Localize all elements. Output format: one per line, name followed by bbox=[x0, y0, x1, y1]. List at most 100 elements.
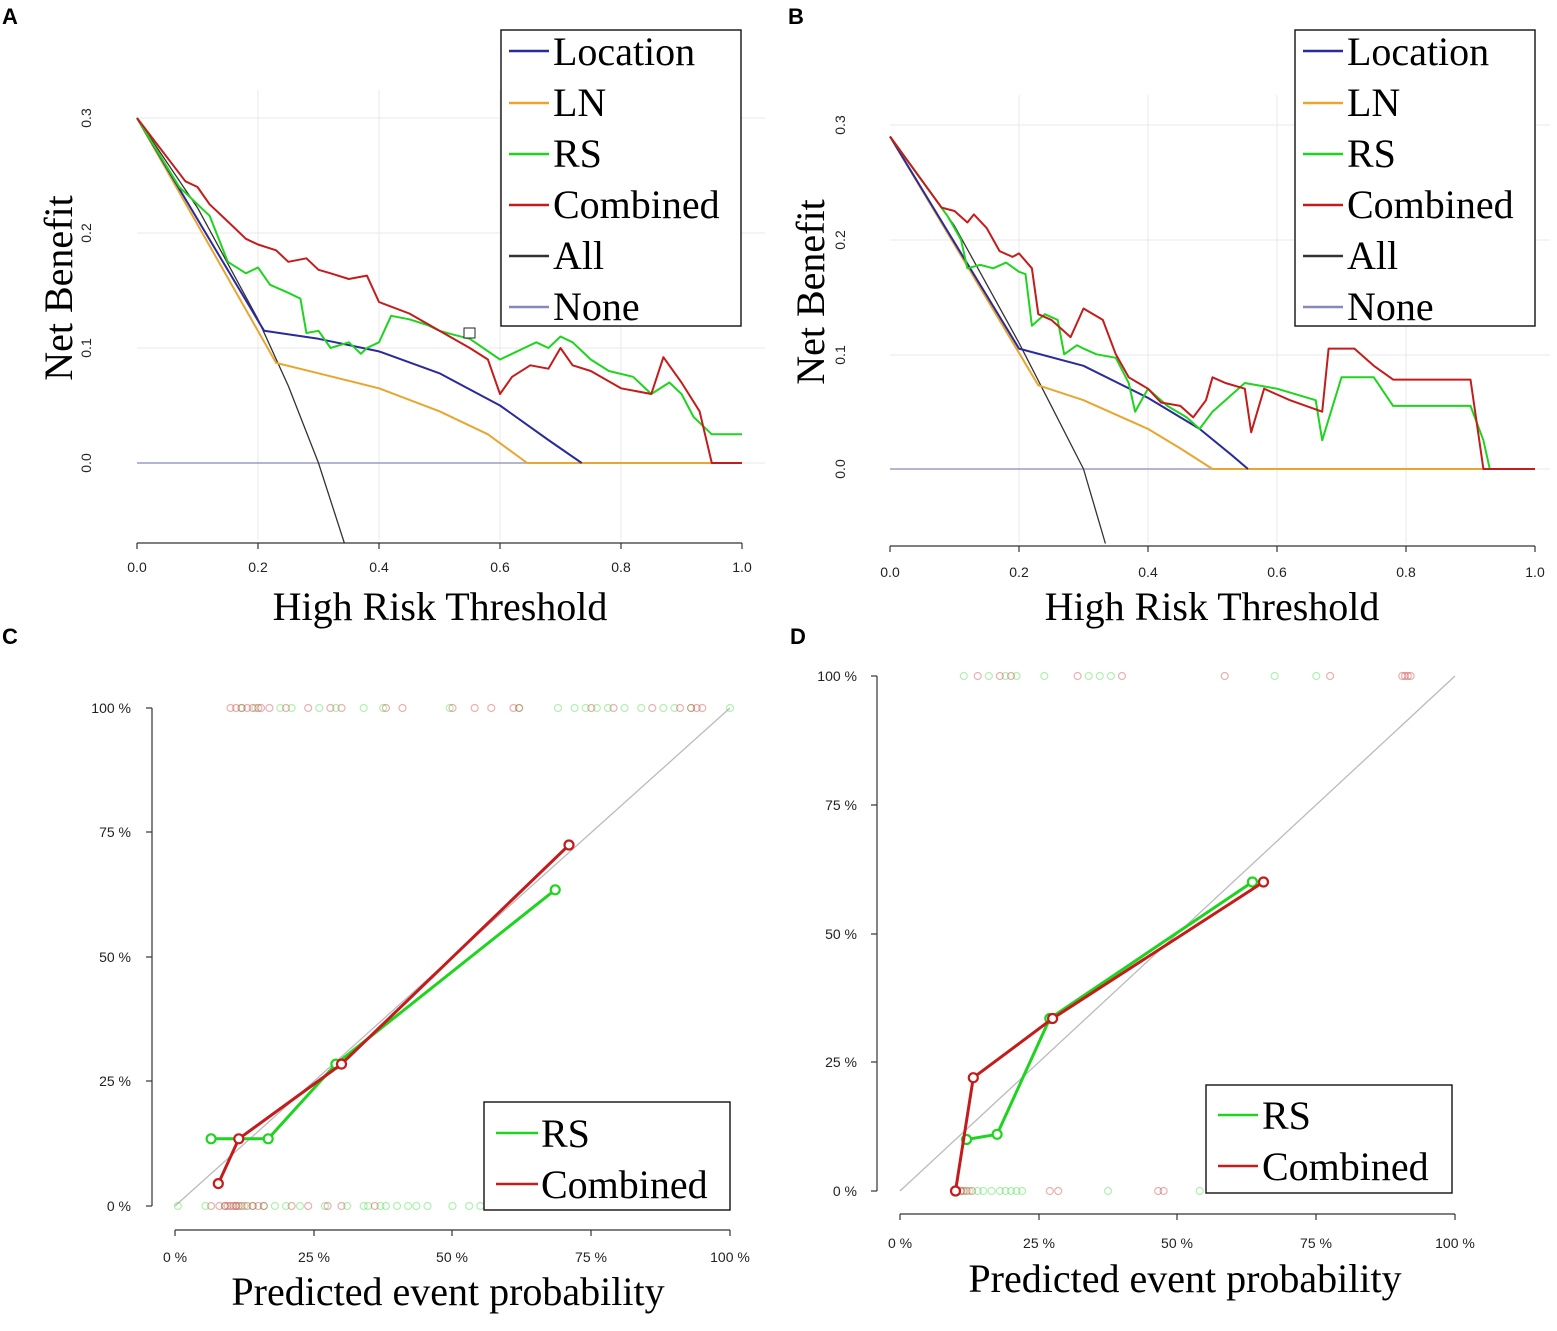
legend-label-all: All bbox=[1347, 233, 1398, 278]
panel-d-legend: RS Combined bbox=[1205, 1084, 1453, 1194]
y-tick-label: 0 % bbox=[833, 1183, 857, 1199]
x-tick-label: 1.0 bbox=[732, 559, 752, 575]
rug-point-combined bbox=[1045, 1186, 1054, 1196]
rug-point-combined bbox=[232, 1201, 241, 1211]
y-tick-label: 75 % bbox=[99, 824, 131, 840]
rug-point-rs bbox=[412, 1201, 421, 1211]
rug-point-rs bbox=[959, 671, 968, 681]
legend-label-rs: RS bbox=[541, 1111, 590, 1156]
rug-point-rs bbox=[248, 1201, 257, 1211]
series-line-rs bbox=[966, 880, 1254, 1141]
x-tick-label: 50 % bbox=[1161, 1235, 1193, 1251]
rug-point-combined bbox=[234, 1201, 243, 1211]
y-tick-label: 0.2 bbox=[78, 223, 94, 243]
panel-c: C 0 % 25 % 50 % 75 % 100 % 0 % 25 % 50 % bbox=[2, 624, 750, 1314]
panel-letter-b: B bbox=[788, 4, 804, 29]
legend-label-combined: Combined bbox=[553, 182, 720, 227]
legend-box bbox=[1294, 29, 1536, 327]
rug-point-combined bbox=[243, 703, 252, 713]
data-point-rs bbox=[205, 1133, 217, 1145]
x-tick-label: 75 % bbox=[575, 1249, 607, 1265]
y-tick-label: 0.1 bbox=[832, 345, 848, 365]
y-tick-label: 0.3 bbox=[832, 115, 848, 135]
rug-point-rs bbox=[973, 1186, 982, 1196]
rug-point-rs bbox=[276, 703, 285, 713]
x-tick-label: 1.0 bbox=[1525, 564, 1545, 580]
rug-point-rs bbox=[1103, 1186, 1113, 1196]
rug-point-rs bbox=[987, 1186, 996, 1196]
y-tick-label: 0.3 bbox=[78, 108, 94, 128]
x-tick-label: 0.4 bbox=[369, 559, 389, 575]
series-line-location bbox=[136, 117, 583, 464]
x-tick-label: 0 % bbox=[888, 1235, 912, 1251]
rug-point-combined bbox=[1325, 671, 1335, 681]
y-tick-label: 75 % bbox=[825, 797, 857, 813]
rug-point-combined bbox=[1159, 1186, 1168, 1196]
rug-point-combined bbox=[237, 703, 246, 713]
series-line-combined bbox=[136, 117, 742, 464]
rug-point-rs bbox=[465, 1201, 474, 1211]
rug-point-rs bbox=[1040, 671, 1049, 681]
data-point-rs bbox=[262, 1133, 274, 1145]
rug-point-rs bbox=[201, 1201, 210, 1211]
rug-point-combined bbox=[381, 703, 390, 713]
rug-point-combined bbox=[281, 703, 291, 713]
x-axis-title: Predicted event probability bbox=[231, 1269, 664, 1314]
rug-point-combined bbox=[337, 703, 346, 713]
legend-label-none: None bbox=[1347, 284, 1434, 329]
rug-point-combined bbox=[398, 703, 407, 713]
rug-point-rs bbox=[359, 703, 368, 713]
panel-d-axes bbox=[871, 675, 1456, 1220]
y-tick-label: 50 % bbox=[825, 926, 857, 942]
rug-point-combined bbox=[487, 703, 496, 713]
data-point-combined bbox=[212, 1177, 224, 1190]
rug-point-combined bbox=[223, 1201, 232, 1211]
panel-b-y-tick-labels: 0.0 0.1 0.2 0.3 bbox=[832, 115, 848, 479]
series-line-combined bbox=[954, 880, 1265, 1192]
panel-a-series bbox=[136, 117, 742, 544]
rug-point-rs bbox=[1106, 671, 1116, 681]
panel-d-series bbox=[899, 671, 1456, 1197]
data-point-combined bbox=[335, 1058, 348, 1070]
y-axis-title: Net Benefit bbox=[788, 199, 833, 385]
rug-point-rs bbox=[1270, 671, 1279, 681]
rug-point-rs bbox=[553, 703, 563, 713]
rug-point-rs bbox=[232, 1201, 241, 1211]
rug-point-combined bbox=[686, 703, 696, 713]
rug-point-combined bbox=[698, 703, 707, 713]
legend-label-rs: RS bbox=[553, 131, 602, 176]
rug-point-rs bbox=[343, 1201, 352, 1211]
legend-label-location: Location bbox=[553, 29, 695, 74]
x-axis-title: High Risk Threshold bbox=[273, 584, 608, 629]
panel-d-x-tick-labels: 0 % 25 % 50 % 75 % 100 % bbox=[888, 1235, 1475, 1251]
x-tick-label: 50 % bbox=[436, 1249, 468, 1265]
rug-point-combined bbox=[243, 1201, 252, 1211]
panel-b-axes bbox=[889, 545, 1536, 552]
legend-label-ln: LN bbox=[1347, 80, 1400, 125]
y-tick-label: 50 % bbox=[99, 949, 131, 965]
rug-point-rs bbox=[1001, 671, 1010, 681]
rug-point-rs bbox=[984, 671, 993, 681]
rug-point-rs bbox=[270, 1201, 279, 1211]
data-point-combined bbox=[967, 1072, 979, 1084]
x-tick-label: 0.8 bbox=[1396, 564, 1416, 580]
rug-point-combined bbox=[248, 1201, 257, 1211]
rug-point-rs bbox=[445, 703, 454, 713]
rug-point-rs bbox=[603, 703, 613, 713]
data-point-rs bbox=[549, 884, 561, 896]
rug-point-combined bbox=[1054, 1186, 1063, 1196]
rug-point-rs bbox=[1312, 671, 1321, 681]
rug-point-rs bbox=[995, 1186, 1005, 1196]
rug-point-combined bbox=[1153, 1186, 1163, 1196]
rug-point-combined bbox=[609, 703, 618, 713]
rug-point-combined bbox=[207, 1201, 216, 1211]
series-line-rs bbox=[889, 135, 1491, 470]
data-point-rs bbox=[1246, 876, 1259, 888]
rug-point-rs bbox=[570, 703, 579, 713]
series-line-ln bbox=[889, 135, 1535, 470]
legend-label-combined: Combined bbox=[1347, 182, 1514, 227]
panel-letter-d: D bbox=[790, 624, 806, 649]
rug-point-combined bbox=[304, 1201, 313, 1211]
rug-point-combined bbox=[232, 703, 241, 713]
rug-point-rs bbox=[1006, 1186, 1016, 1196]
